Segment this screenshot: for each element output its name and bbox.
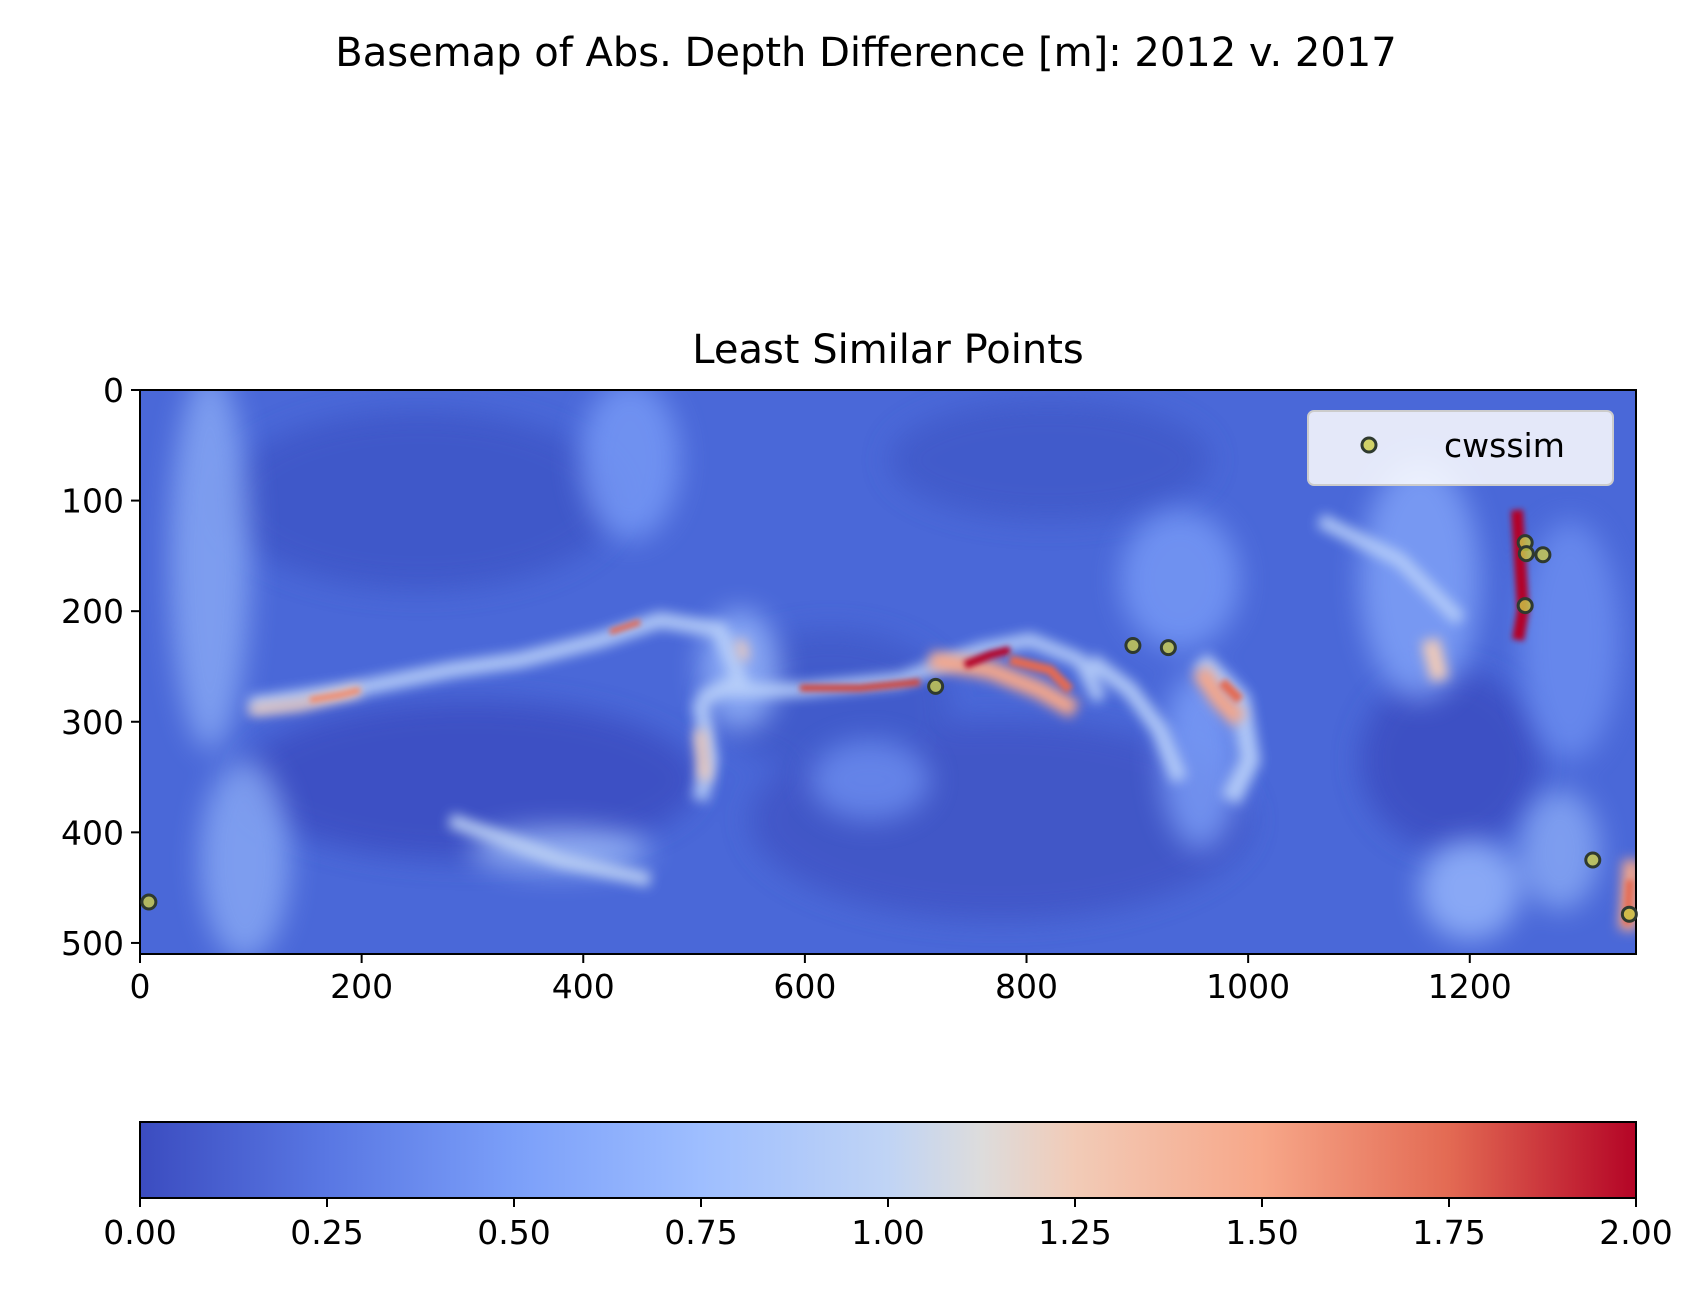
axes-title: Least Similar Points — [692, 327, 1083, 373]
scatter-point — [1584, 851, 1602, 869]
colorbar-tick-label: 1.00 — [851, 1213, 924, 1252]
figure-suptitle: Basemap of Abs. Depth Difference [m]: 20… — [335, 30, 1396, 76]
scatter-series-cwssim — [140, 534, 1638, 923]
y-tick-label: 0 — [103, 371, 124, 410]
x-tick-label: 0 — [130, 967, 151, 1006]
x-tick-label: 200 — [330, 967, 393, 1006]
x-tick-label: 1000 — [1206, 967, 1290, 1006]
x-axis: 0 200 400 600 800 1000 1200 — [130, 954, 1512, 1006]
colorbar-tick-label: 0.50 — [477, 1213, 550, 1252]
legend-label-cwssim: cwssim — [1444, 426, 1565, 465]
colorbar-tick-label: 1.25 — [1038, 1213, 1111, 1252]
colorbar-gradient — [139, 1121, 1637, 1199]
colorbar-axis: 0.00 0.25 0.50 0.75 1.00 1.25 1.50 1.75 2.00 — [103, 1198, 1673, 1252]
colorbar-tick-label: 0.00 — [103, 1213, 176, 1252]
scatter-point — [1620, 905, 1638, 923]
scatter-point — [140, 893, 158, 911]
colorbar-tick-label: 1.50 — [1225, 1213, 1298, 1252]
legend: cwssim — [1307, 410, 1614, 486]
x-tick-label: 400 — [552, 967, 615, 1006]
legend-marker-icon — [1360, 436, 1378, 454]
colorbar-tick-label: 2.00 — [1599, 1213, 1672, 1252]
scatter-point — [927, 677, 945, 695]
colorbar-tick-label: 0.75 — [664, 1213, 737, 1252]
scatter-point — [1516, 597, 1534, 615]
y-tick-label: 500 — [61, 924, 124, 963]
y-tick-label: 200 — [61, 592, 124, 631]
x-tick-label: 1200 — [1428, 967, 1512, 1006]
colorbar-tick-label: 0.25 — [290, 1213, 363, 1252]
y-tick-label: 300 — [61, 703, 124, 742]
y-tick-label: 400 — [61, 813, 124, 852]
colorbar-tick-label: 1.75 — [1412, 1213, 1485, 1252]
x-tick-label: 800 — [995, 967, 1058, 1006]
legend-frame — [1307, 410, 1614, 486]
colorbar: 0.00 0.25 0.50 0.75 1.00 1.25 1.50 1.75 2.00 — [103, 1121, 1673, 1252]
scatter-point — [1124, 636, 1142, 654]
axes-frame — [139, 389, 1637, 955]
y-tick-label: 100 — [61, 482, 124, 521]
x-tick-label: 600 — [773, 967, 836, 1006]
y-axis: 0 100 200 300 400 500 — [61, 371, 140, 963]
scatter-point — [1159, 639, 1177, 657]
scatter-point — [1534, 546, 1552, 564]
scatter-point — [1517, 545, 1535, 563]
